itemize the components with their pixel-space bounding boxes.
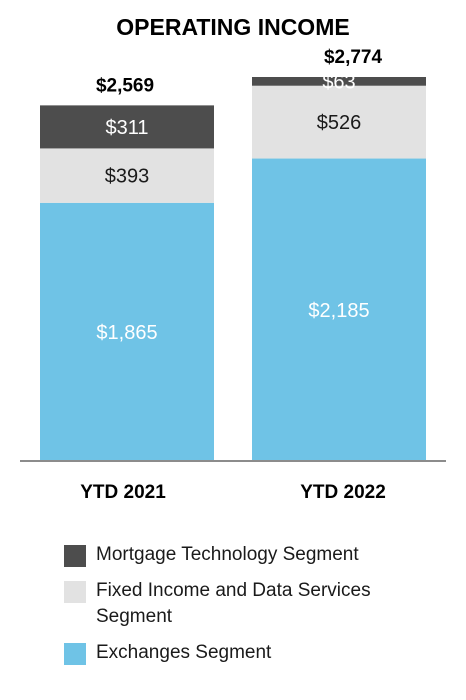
segment-value-label: $1,865	[96, 322, 157, 344]
bar-total-label: $2,569	[96, 75, 154, 96]
legend-item-exchanges: Exchanges Segment	[64, 640, 371, 666]
legend-swatch-mortgage	[64, 545, 86, 567]
bar-total-label: $2,774	[324, 47, 383, 68]
legend-item-fixed-income: Fixed Income and Data Services Segment	[64, 578, 371, 630]
segment-value-label: $63	[322, 71, 355, 93]
bar-segment	[252, 85, 426, 159]
segment-value-label: $393	[105, 166, 150, 188]
bar-segment	[40, 105, 214, 149]
legend-item-mortgage: Mortgage Technology Segment	[64, 542, 371, 568]
legend-swatch-fixed-income	[64, 581, 86, 603]
x-axis-tick-label: YTD 2022	[300, 482, 386, 503]
segment-value-label: $2,185	[308, 300, 369, 322]
segment-value-label: $311	[105, 117, 148, 139]
segment-value-label: $526	[317, 112, 362, 134]
bar-segment	[252, 158, 426, 461]
bar-segment	[40, 148, 214, 203]
legend-label-exchanges: Exchanges Segment	[96, 642, 272, 663]
legend: Mortgage Technology Segment Fixed Income…	[64, 542, 371, 676]
chart-title: OPERATING INCOME	[116, 14, 350, 40]
bar-segment	[252, 77, 426, 86]
stacked-bar-chart: $1,865 $393 $311 $2,569 YTD 2021 $2,185 $526 $6…	[20, 47, 446, 503]
bar-segment	[40, 202, 214, 461]
legend-label-mortgage: Mortgage Technology Segment	[96, 544, 359, 565]
legend-label-fixed-income: Fixed Income and Data Services Segment	[96, 580, 371, 627]
legend-swatch-exchanges	[64, 643, 86, 665]
x-axis-tick-label: YTD 2021	[80, 482, 166, 503]
